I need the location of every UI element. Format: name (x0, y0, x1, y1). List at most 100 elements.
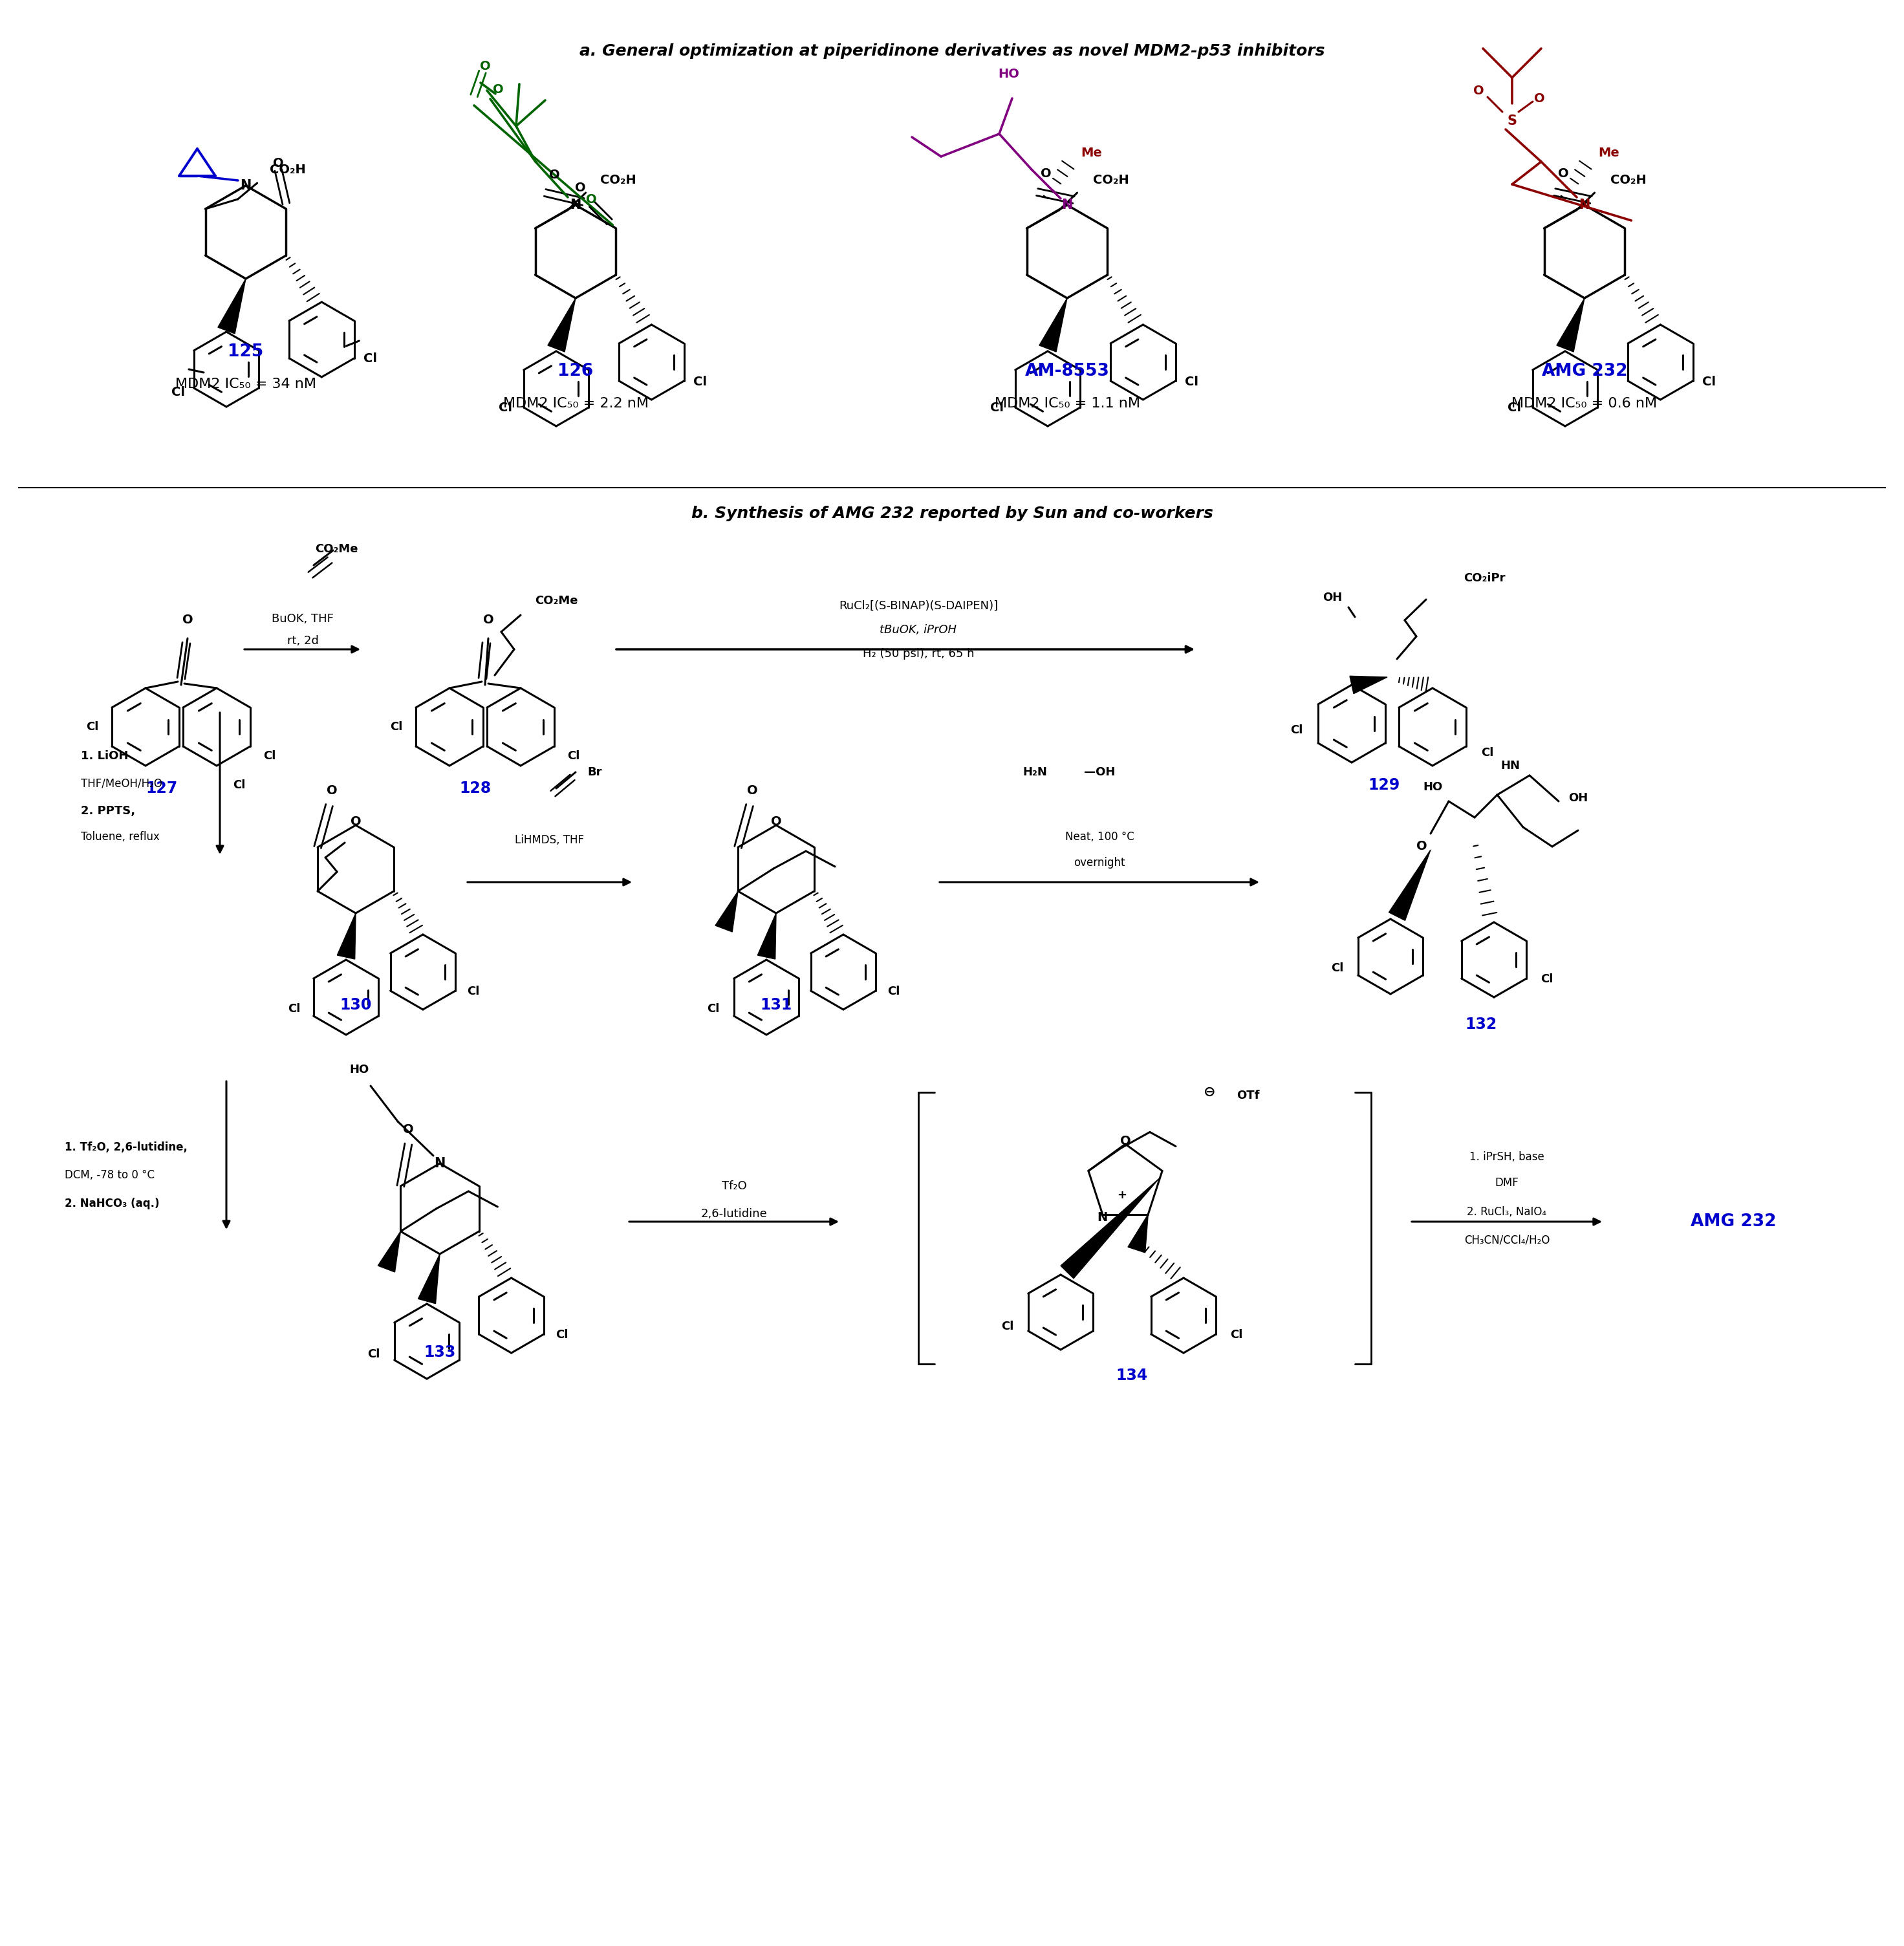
Text: CO₂H: CO₂H (270, 163, 307, 177)
Text: O: O (480, 60, 491, 72)
Text: O: O (1120, 1135, 1131, 1146)
Text: 127: 127 (147, 780, 177, 796)
Text: O: O (771, 815, 781, 829)
Text: N: N (434, 1158, 446, 1170)
Text: 132: 132 (1464, 1016, 1497, 1031)
Text: Cl: Cl (367, 1349, 381, 1360)
Text: 134: 134 (1116, 1368, 1148, 1384)
Text: N: N (1062, 198, 1072, 212)
Text: CO₂H: CO₂H (1093, 173, 1129, 187)
Text: tBuOK, iPrOH: tBuOK, iPrOH (880, 625, 958, 636)
Text: O: O (1557, 167, 1569, 181)
Text: CO₂iPr: CO₂iPr (1464, 572, 1506, 584)
Text: +: + (1118, 1189, 1127, 1201)
Text: O: O (746, 784, 758, 796)
Polygon shape (377, 1232, 400, 1273)
Text: 2. RuCl₃, NaIO₄: 2. RuCl₃, NaIO₄ (1468, 1207, 1546, 1218)
Text: Cl: Cl (1184, 376, 1198, 387)
Text: Cl: Cl (887, 985, 901, 996)
Text: ⊖: ⊖ (1203, 1086, 1215, 1099)
Text: AMG 232: AMG 232 (1691, 1212, 1776, 1230)
Text: Cl: Cl (706, 1002, 720, 1014)
Text: 130: 130 (339, 996, 371, 1012)
Polygon shape (548, 298, 575, 352)
Text: —OH: —OH (1083, 767, 1116, 778)
Text: MDM2 IC₅₀ = 0.6 nM: MDM2 IC₅₀ = 0.6 nM (1512, 397, 1656, 411)
Text: N: N (569, 198, 581, 212)
Text: Cl: Cl (364, 352, 377, 366)
Text: O: O (1041, 167, 1051, 181)
Text: Cl: Cl (232, 778, 246, 790)
Text: Cl: Cl (1540, 973, 1554, 985)
Text: O: O (548, 169, 560, 181)
Text: O: O (484, 615, 493, 627)
Text: Cl: Cl (567, 751, 581, 761)
Text: O: O (326, 784, 337, 796)
Text: OH: OH (1569, 792, 1588, 804)
Text: 2. NaHCO₃ (aq.): 2. NaHCO₃ (aq.) (65, 1197, 160, 1208)
Text: THF/MeOH/H₂O: THF/MeOH/H₂O (80, 776, 162, 788)
Text: Neat, 100 °C: Neat, 100 °C (1064, 831, 1135, 843)
Text: Cl: Cl (86, 722, 99, 734)
Text: Cl: Cl (556, 1329, 567, 1341)
Polygon shape (716, 891, 739, 932)
Text: O: O (350, 815, 362, 829)
Text: Cl: Cl (263, 751, 276, 761)
Text: overnight: overnight (1074, 856, 1125, 868)
Text: DCM, -78 to 0 °C: DCM, -78 to 0 °C (65, 1170, 154, 1181)
Text: H₂ (50 psi), rt, 65 h: H₂ (50 psi), rt, 65 h (863, 648, 975, 660)
Text: Cl: Cl (1002, 1321, 1015, 1333)
Text: O: O (404, 1123, 413, 1135)
Text: Me: Me (1081, 146, 1102, 160)
Text: Br: Br (588, 767, 602, 778)
Text: 125: 125 (228, 342, 263, 360)
Text: Cl: Cl (1230, 1329, 1243, 1341)
Text: BuOK, THF: BuOK, THF (272, 613, 333, 625)
Text: MDM2 IC₅₀ = 2.2 nM: MDM2 IC₅₀ = 2.2 nM (503, 397, 649, 411)
Text: O: O (1474, 84, 1483, 97)
Polygon shape (217, 278, 246, 333)
Text: CO₂Me: CO₂Me (535, 595, 577, 607)
Text: CO₂H: CO₂H (600, 173, 636, 187)
Text: AM-8553: AM-8553 (1024, 362, 1110, 379)
Text: O: O (183, 615, 192, 627)
Text: CO₂H: CO₂H (1611, 173, 1647, 187)
Polygon shape (1557, 298, 1584, 352)
Polygon shape (1061, 1179, 1160, 1279)
Text: Cl: Cl (499, 403, 512, 414)
Text: OTf: OTf (1238, 1090, 1260, 1101)
Text: Cl: Cl (466, 985, 480, 996)
Text: Tf₂O: Tf₂O (722, 1181, 746, 1191)
Text: rt, 2d: rt, 2d (288, 634, 318, 646)
Text: O: O (1535, 93, 1544, 105)
Text: 2. PPTS,: 2. PPTS, (80, 806, 135, 817)
Text: O: O (586, 193, 596, 206)
Text: OH: OH (1323, 592, 1342, 603)
Text: RuCl₂[(S-BINAP)(S-DAIPEN)]: RuCl₂[(S-BINAP)(S-DAIPEN)] (840, 599, 998, 611)
Text: a. General optimization at piperidinone derivatives as novel MDM2-p53 inhibitors: a. General optimization at piperidinone … (579, 43, 1325, 58)
Text: O: O (1417, 841, 1426, 852)
Text: Cl: Cl (990, 403, 1003, 414)
Text: N: N (240, 179, 251, 193)
Polygon shape (1350, 675, 1388, 693)
Text: Cl: Cl (1508, 403, 1521, 414)
Text: AMG 232: AMG 232 (1542, 362, 1628, 379)
Polygon shape (1127, 1214, 1148, 1253)
Text: Cl: Cl (390, 722, 404, 734)
Text: MDM2 IC₅₀ = 1.1 nM: MDM2 IC₅₀ = 1.1 nM (994, 397, 1140, 411)
Polygon shape (758, 913, 777, 959)
Text: 128: 128 (459, 780, 491, 796)
Polygon shape (1040, 298, 1066, 352)
Text: CO₂Me: CO₂Me (314, 543, 358, 555)
Text: 131: 131 (760, 996, 792, 1012)
Text: S: S (1508, 115, 1517, 126)
Text: 133: 133 (425, 1345, 455, 1360)
Text: 1. LiOH: 1. LiOH (80, 751, 128, 761)
Text: LiHMDS, THF: LiHMDS, THF (516, 835, 585, 847)
Text: HO: HO (998, 68, 1019, 80)
Text: O: O (575, 183, 586, 195)
Polygon shape (1388, 850, 1430, 920)
Text: Cl: Cl (1331, 963, 1344, 973)
Text: Cl: Cl (1702, 376, 1716, 387)
Polygon shape (337, 913, 356, 959)
